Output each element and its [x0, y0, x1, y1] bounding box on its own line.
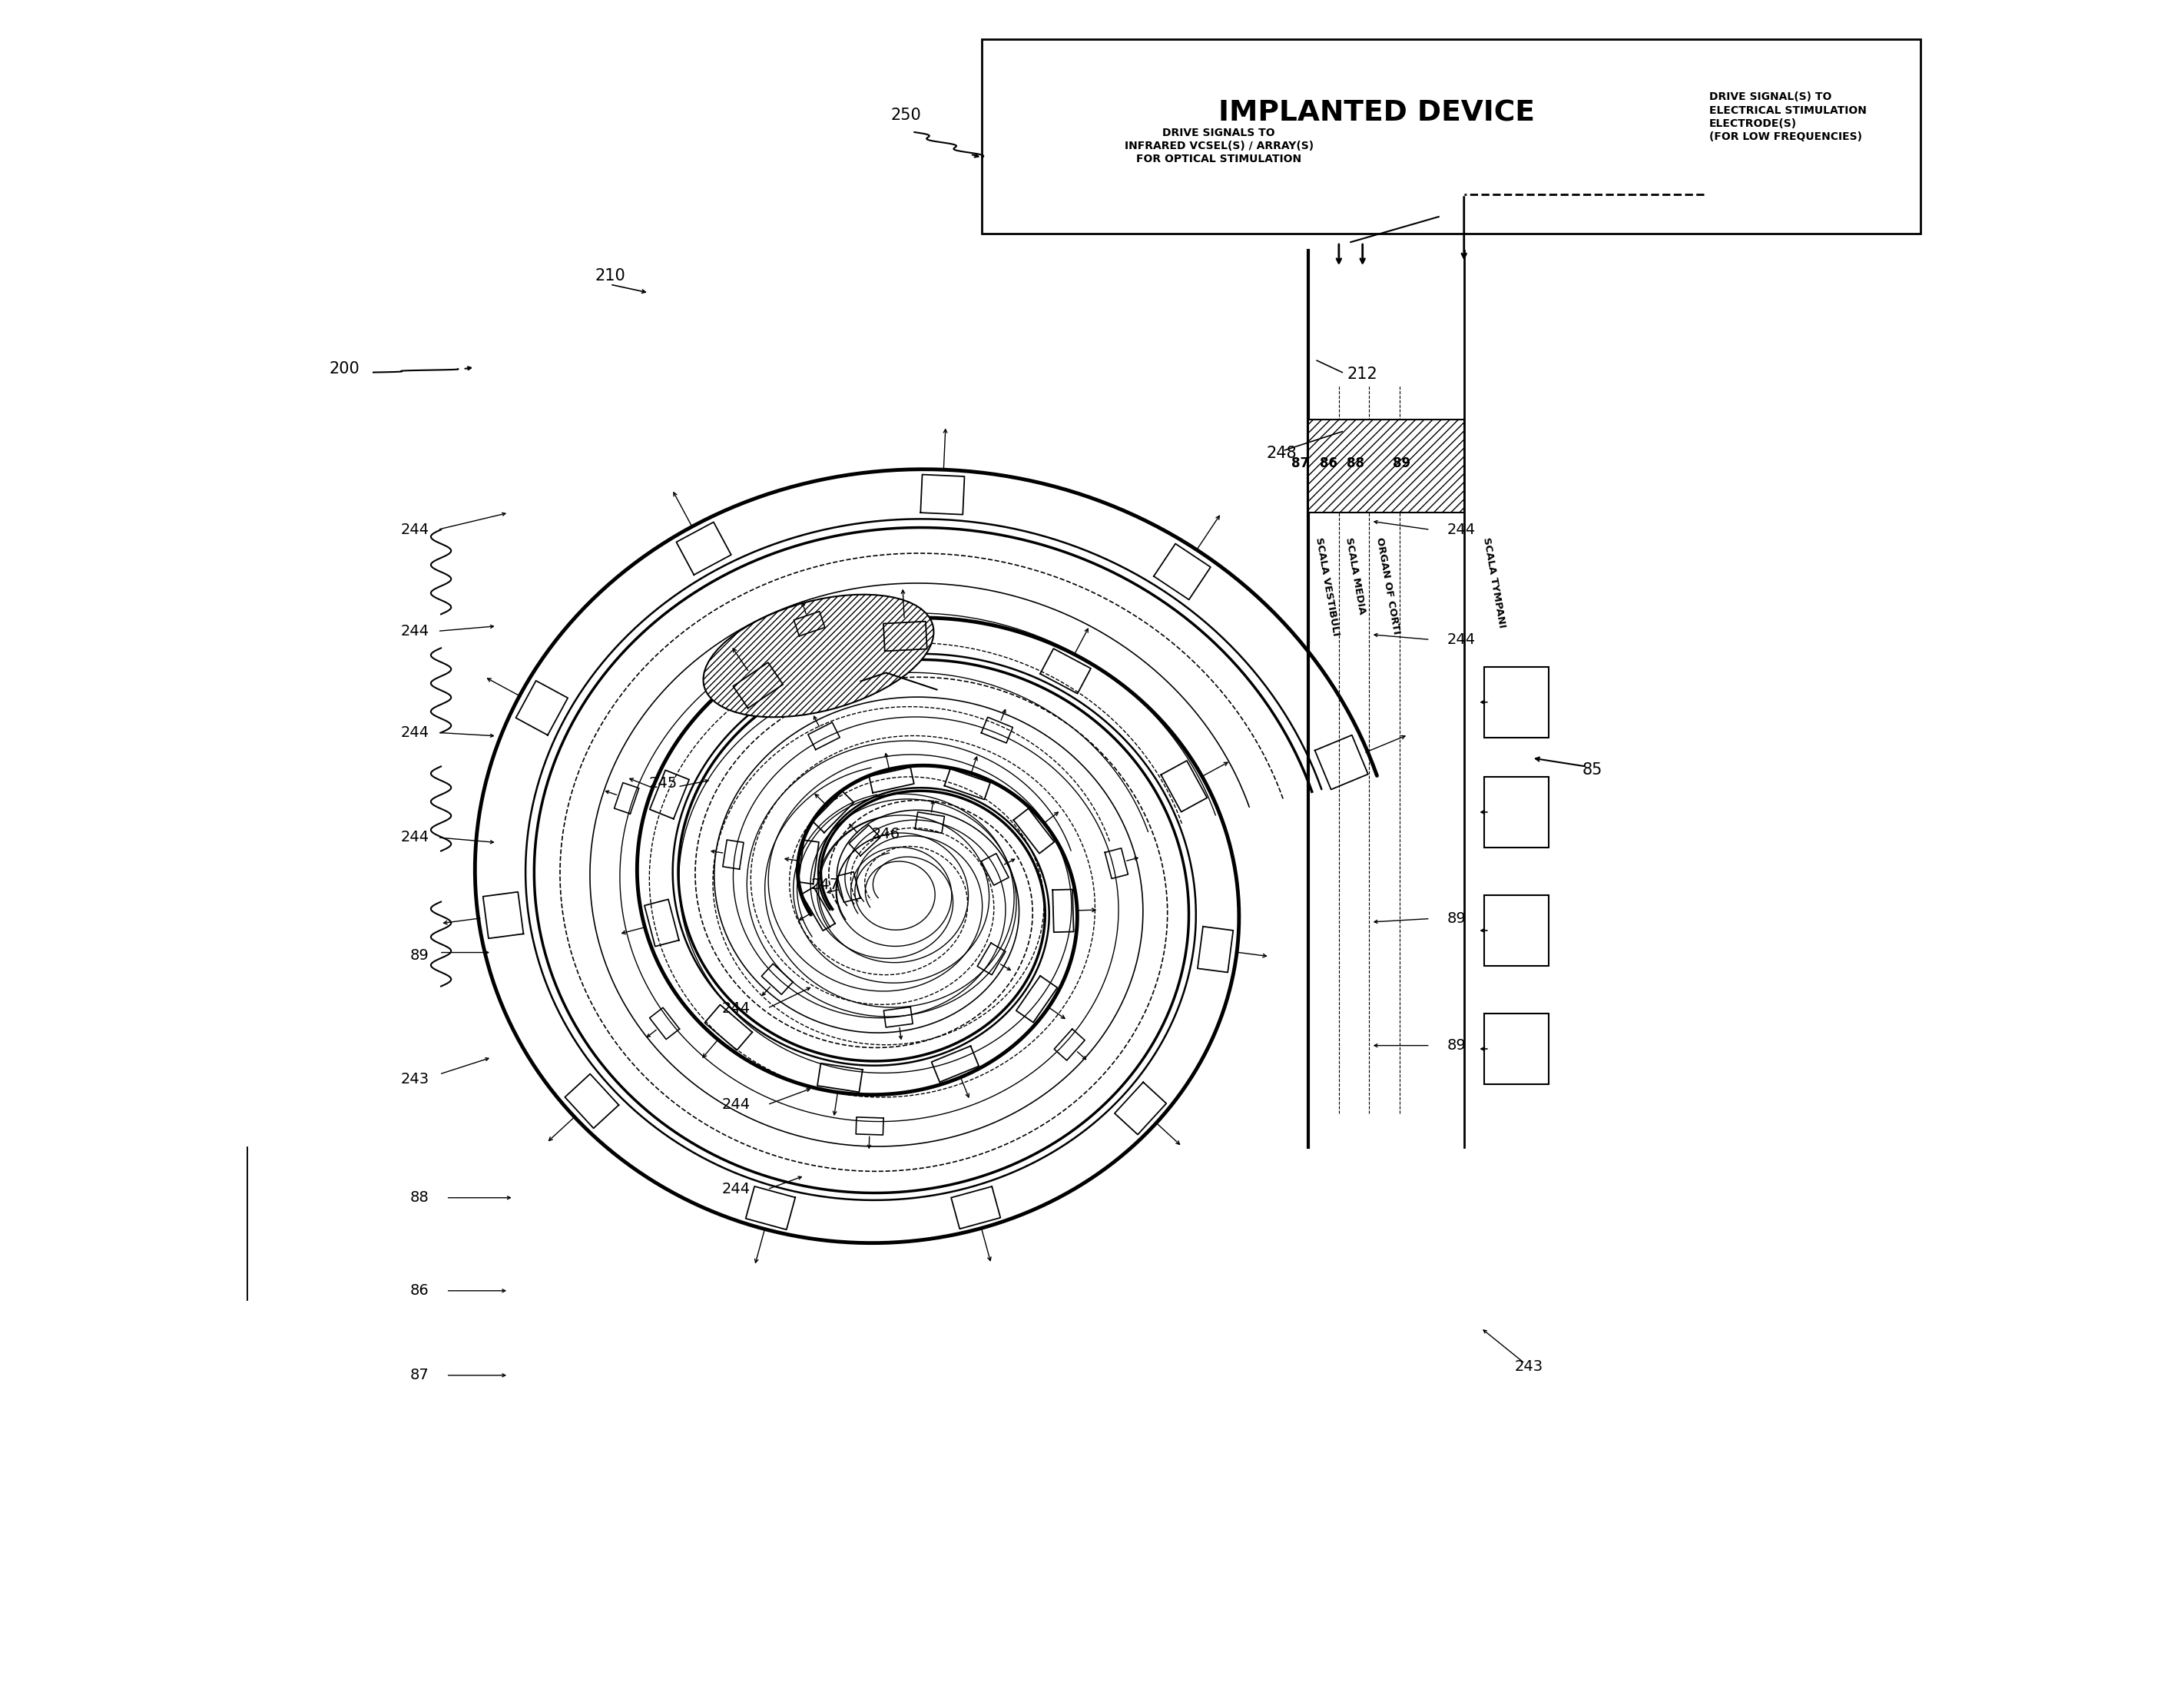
Bar — [1485, 776, 1548, 848]
Text: 200: 200 — [330, 361, 360, 376]
Text: 244: 244 — [723, 1001, 751, 1016]
Text: 245: 245 — [649, 776, 677, 791]
Text: 89: 89 — [1393, 456, 1411, 470]
Text: 244: 244 — [400, 831, 430, 844]
Text: 89: 89 — [411, 948, 430, 963]
Text: SCALA VESTIBULI: SCALA VESTIBULI — [1313, 536, 1341, 637]
Text: SCALA MEDIA: SCALA MEDIA — [1343, 536, 1367, 614]
Text: 87: 87 — [1291, 456, 1308, 470]
Text: 247: 247 — [810, 878, 839, 892]
Text: 85: 85 — [1583, 762, 1603, 778]
Text: 89: 89 — [1448, 911, 1465, 926]
Text: 87: 87 — [411, 1368, 430, 1382]
Text: 244: 244 — [1448, 631, 1476, 647]
Text: 86: 86 — [411, 1283, 430, 1299]
Text: 244: 244 — [400, 625, 430, 638]
Bar — [1485, 895, 1548, 967]
Bar — [1485, 667, 1548, 737]
Text: 89: 89 — [1448, 1038, 1465, 1054]
Text: DRIVE SIGNAL(S) TO
ELECTRICAL STIMULATION
ELECTRODE(S)
(FOR LOW FREQUENCIES): DRIVE SIGNAL(S) TO ELECTRICAL STIMULATIO… — [1710, 92, 1867, 143]
Text: 244: 244 — [400, 725, 430, 740]
Text: 88: 88 — [411, 1190, 430, 1205]
Text: DRIVE SIGNALS TO
INFRARED VCSEL(S) / ARRAY(S)
FOR OPTICAL STIMULATION: DRIVE SIGNALS TO INFRARED VCSEL(S) / ARR… — [1125, 128, 1313, 165]
Text: 244: 244 — [400, 523, 430, 536]
Text: 244: 244 — [723, 1098, 751, 1111]
Bar — [1308, 420, 1463, 512]
Text: 250: 250 — [891, 107, 922, 123]
Text: 88: 88 — [1348, 456, 1365, 470]
Text: 243: 243 — [400, 1072, 430, 1086]
Text: 212: 212 — [1348, 366, 1378, 381]
Text: 244: 244 — [723, 1181, 751, 1197]
Text: ORGAN OF CORTI: ORGAN OF CORTI — [1374, 536, 1402, 635]
Text: SCALA TYMPANI: SCALA TYMPANI — [1481, 536, 1507, 628]
Bar — [983, 39, 1920, 233]
Text: 244: 244 — [1448, 523, 1476, 536]
Text: 248: 248 — [1267, 446, 1297, 461]
Bar — [1485, 1013, 1548, 1084]
Ellipse shape — [703, 594, 935, 717]
Text: 210: 210 — [594, 269, 625, 284]
Text: 246: 246 — [871, 827, 900, 841]
Text: IMPLANTED DEVICE: IMPLANTED DEVICE — [1219, 99, 1535, 128]
Text: 86: 86 — [1319, 456, 1337, 470]
Text: 243: 243 — [1516, 1360, 1544, 1374]
